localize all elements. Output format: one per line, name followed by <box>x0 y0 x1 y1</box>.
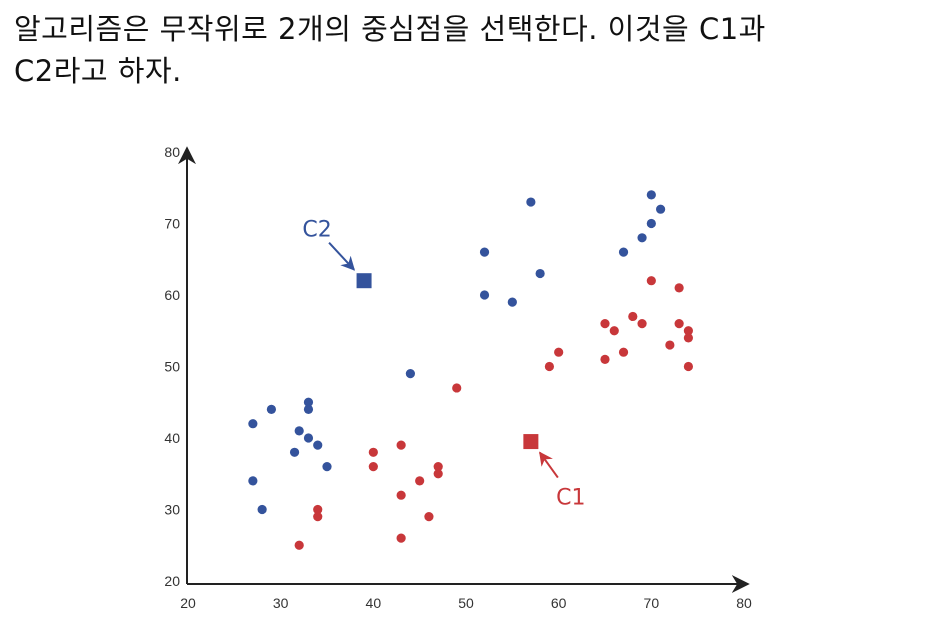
red-data-point <box>600 319 610 329</box>
blue-data-point <box>266 404 276 414</box>
y-tick-label: 20 <box>164 573 180 589</box>
red-data-point <box>637 319 647 329</box>
blue-data-point <box>479 290 490 300</box>
caption-text: 알고리즘은 무작위로 2개의 중심점을 선택한다. 이것을 C1과 C2라고 하… <box>14 8 924 92</box>
blue-data-point <box>526 197 536 207</box>
red-data-point <box>368 462 378 472</box>
caption-line-1: 알고리즘은 무작위로 2개의 중심점을 선택한다. 이것을 C1과 <box>14 12 766 46</box>
red-data-point <box>544 361 555 372</box>
blue-data-point <box>646 190 656 200</box>
blue-data-point <box>637 233 647 243</box>
data-points <box>248 190 694 550</box>
red-data-point <box>396 533 406 543</box>
centroid-c2-label: C2 <box>302 218 331 243</box>
blue-data-point <box>257 504 267 515</box>
x-tick-labels: 20 30 40 50 60 70 80 <box>180 595 752 611</box>
blue-data-point <box>248 419 258 429</box>
red-data-point <box>424 512 434 522</box>
blue-data-point <box>248 476 258 486</box>
blue-data-point <box>656 204 666 214</box>
red-data-point <box>368 447 378 457</box>
x-tick-label: 50 <box>458 595 474 611</box>
centroid-c1-arrow <box>539 451 559 479</box>
red-data-point <box>665 340 675 350</box>
red-data-point <box>396 440 406 450</box>
red-data-point <box>396 490 406 500</box>
blue-data-point <box>405 369 415 379</box>
y-tick-label: 80 <box>164 144 180 160</box>
red-data-point <box>433 469 443 479</box>
red-data-point <box>674 319 684 329</box>
red-data-point <box>415 476 425 486</box>
centroid-c2-arrow <box>328 242 356 271</box>
y-tick-labels: 20 30 40 50 60 70 80 <box>164 144 180 589</box>
blue-data-point <box>289 447 300 457</box>
blue-data-point <box>313 440 323 450</box>
y-tick-label: 40 <box>164 430 180 446</box>
centroid-markers: C2 C1 <box>302 218 585 511</box>
blue-data-point <box>322 462 332 472</box>
red-data-point <box>674 283 684 293</box>
x-tick-label: 30 <box>273 595 289 611</box>
x-tick-label: 80 <box>736 595 752 611</box>
red-data-point <box>628 311 638 322</box>
x-tick-label: 70 <box>644 595 660 611</box>
red-data-point <box>554 347 564 357</box>
y-tick-label: 30 <box>164 502 180 518</box>
blue-data-point <box>479 247 490 257</box>
centroid-c1-label: C1 <box>556 486 585 511</box>
red-data-point <box>683 333 694 343</box>
red-data-point <box>313 504 323 515</box>
blue-data-point <box>303 433 314 443</box>
red-data-point <box>609 326 619 336</box>
y-tick-label: 70 <box>164 216 180 232</box>
x-tick-label: 20 <box>180 595 196 611</box>
blue-data-point <box>646 218 656 229</box>
red-data-point <box>433 462 443 472</box>
red-data-point <box>294 540 304 550</box>
red-data-point <box>452 383 462 393</box>
y-tick-label: 60 <box>164 287 180 303</box>
blue-data-point <box>303 404 314 414</box>
blue-data-point <box>303 397 314 407</box>
centroid-c1-marker <box>523 434 539 450</box>
red-data-point <box>683 326 694 336</box>
blue-data-point <box>535 268 545 279</box>
caption-line-2: C2라고 하자. <box>14 54 182 88</box>
y-tick-label: 50 <box>164 359 180 375</box>
blue-data-point <box>294 426 304 436</box>
red-data-point <box>600 354 610 364</box>
red-data-point <box>646 276 656 286</box>
blue-data-point <box>507 297 517 307</box>
x-tick-label: 40 <box>366 595 382 611</box>
red-data-point <box>618 347 629 357</box>
blue-data-point <box>618 247 629 257</box>
centroid-c2-marker <box>356 273 372 289</box>
x-tick-label: 60 <box>551 595 567 611</box>
red-data-point <box>683 361 694 372</box>
red-data-point <box>313 512 323 522</box>
